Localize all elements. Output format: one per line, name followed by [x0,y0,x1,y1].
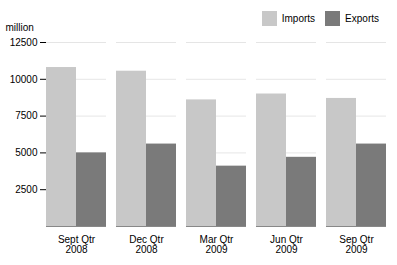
svg-text:10000: 10000 [10,74,38,85]
html-text:Imports: Imports [281,13,316,24]
svg-text:Dec Qtr2008: Dec Qtr2008 [129,234,164,255]
svg-text:Sept Qtr2008: Sept Qtr2008 [58,234,96,255]
svg-text:7500: 7500 [15,110,38,121]
svg-text:12500: 12500 [10,37,38,48]
svg-text:Sep Qtr2009: Sep Qtr2009 [339,234,374,255]
svg-text:2500: 2500 [15,184,38,195]
html-text:Exports: Exports [345,13,379,24]
svg-text:Jun Qtr2009: Jun Qtr2009 [270,234,303,255]
svg-text:Mar Qtr2009: Mar Qtr2009 [200,234,235,255]
svg-text:million: million [6,22,34,33]
svg-text:5000: 5000 [15,147,38,158]
